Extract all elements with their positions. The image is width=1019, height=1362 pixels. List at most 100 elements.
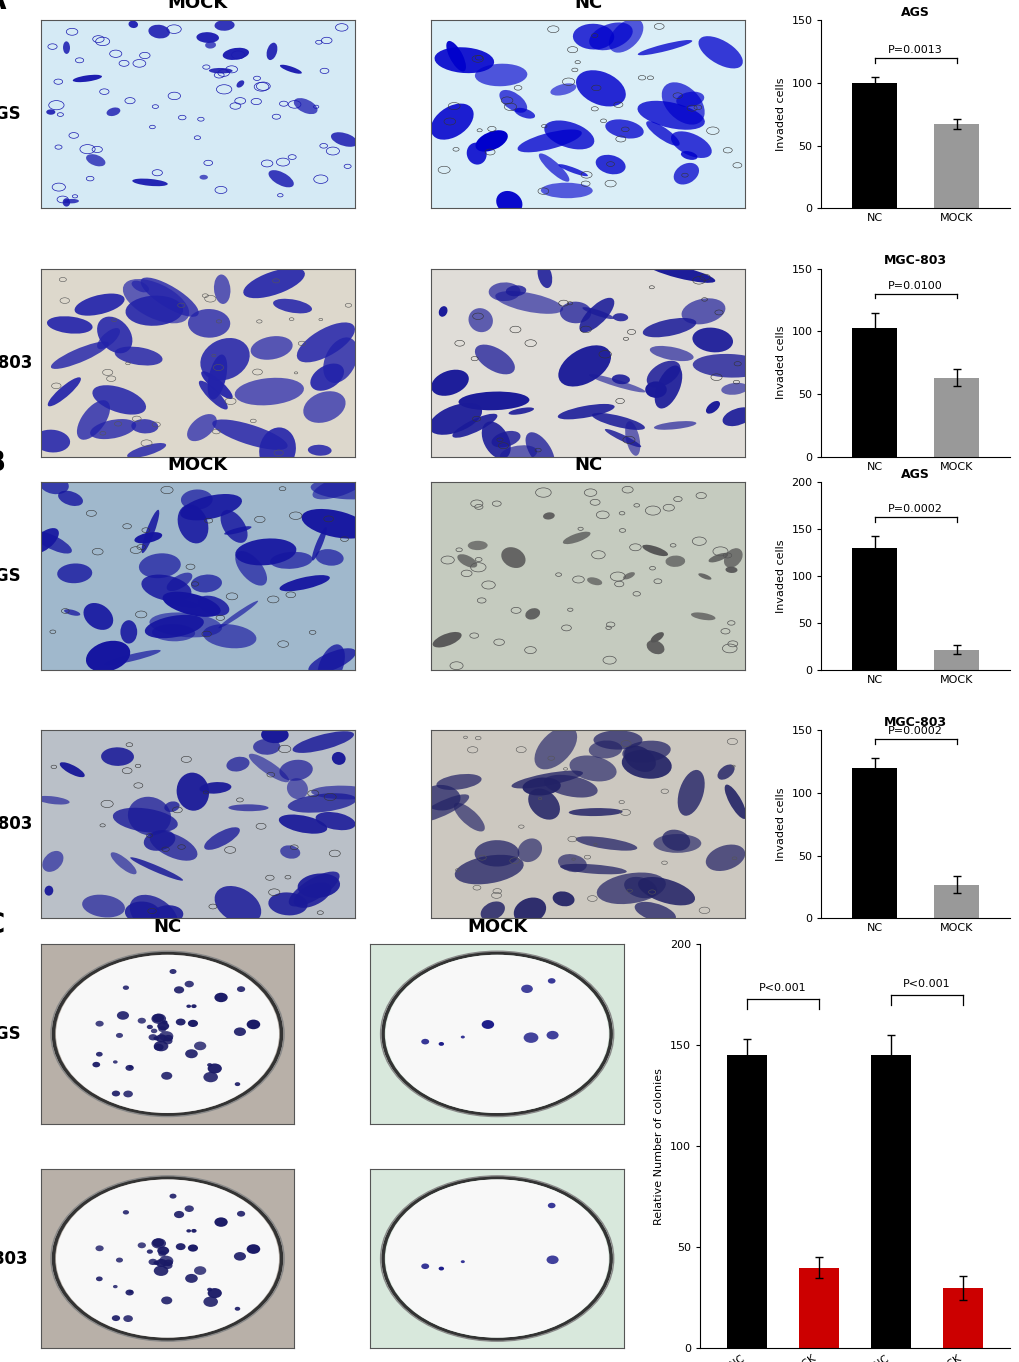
Circle shape	[96, 1245, 104, 1252]
Circle shape	[234, 1083, 240, 1086]
Ellipse shape	[596, 873, 665, 904]
Ellipse shape	[86, 154, 105, 166]
Circle shape	[547, 1203, 555, 1208]
Ellipse shape	[514, 108, 535, 118]
Bar	[933, 124, 978, 208]
Text: MOCK: MOCK	[467, 918, 527, 936]
Y-axis label: Relative Number of colonies: Relative Number of colonies	[654, 1068, 663, 1224]
Ellipse shape	[495, 191, 522, 215]
Ellipse shape	[280, 846, 300, 858]
Ellipse shape	[83, 895, 125, 918]
Circle shape	[93, 1062, 100, 1068]
Ellipse shape	[220, 509, 248, 543]
Circle shape	[208, 1288, 222, 1298]
Ellipse shape	[139, 553, 180, 579]
Ellipse shape	[508, 407, 534, 415]
Circle shape	[164, 1035, 173, 1042]
Text: MOCK: MOCK	[167, 456, 227, 474]
Ellipse shape	[331, 752, 345, 765]
Circle shape	[546, 1256, 558, 1264]
Ellipse shape	[191, 575, 222, 592]
Ellipse shape	[705, 844, 745, 872]
Circle shape	[438, 1042, 443, 1046]
Circle shape	[159, 1031, 173, 1041]
Ellipse shape	[661, 82, 704, 124]
Circle shape	[157, 1022, 169, 1030]
Circle shape	[158, 1250, 166, 1257]
Text: P<0.001: P<0.001	[902, 978, 950, 989]
Circle shape	[156, 1034, 167, 1042]
Ellipse shape	[40, 475, 68, 494]
Ellipse shape	[236, 80, 244, 87]
Ellipse shape	[534, 726, 577, 770]
Ellipse shape	[288, 872, 339, 907]
Ellipse shape	[214, 20, 234, 31]
Circle shape	[184, 981, 194, 987]
Ellipse shape	[64, 199, 78, 203]
Ellipse shape	[42, 851, 63, 872]
Circle shape	[157, 1246, 169, 1254]
Ellipse shape	[323, 338, 358, 383]
Ellipse shape	[488, 282, 520, 301]
Ellipse shape	[698, 573, 711, 580]
Circle shape	[421, 1039, 429, 1045]
Circle shape	[153, 1036, 159, 1041]
Ellipse shape	[637, 877, 694, 906]
Ellipse shape	[522, 778, 560, 795]
Y-axis label: AGS: AGS	[0, 1024, 21, 1043]
Circle shape	[154, 1041, 168, 1051]
Circle shape	[123, 1091, 132, 1098]
Ellipse shape	[569, 808, 622, 816]
Ellipse shape	[261, 726, 288, 744]
Ellipse shape	[128, 20, 138, 29]
Ellipse shape	[279, 760, 313, 780]
Ellipse shape	[120, 620, 138, 644]
Text: A: A	[0, 0, 6, 15]
Ellipse shape	[557, 165, 587, 176]
Ellipse shape	[716, 764, 734, 779]
Ellipse shape	[557, 854, 586, 872]
Ellipse shape	[525, 609, 540, 620]
Ellipse shape	[200, 782, 231, 794]
Ellipse shape	[33, 531, 71, 553]
Ellipse shape	[645, 381, 666, 398]
Ellipse shape	[671, 131, 711, 158]
Circle shape	[203, 1297, 218, 1308]
Bar	[933, 885, 978, 918]
Ellipse shape	[34, 429, 70, 452]
Ellipse shape	[725, 567, 737, 573]
Circle shape	[174, 1211, 184, 1218]
Ellipse shape	[180, 489, 213, 509]
Circle shape	[234, 1306, 240, 1310]
Ellipse shape	[37, 795, 69, 805]
Ellipse shape	[253, 738, 280, 755]
Ellipse shape	[604, 120, 643, 139]
Circle shape	[194, 1267, 206, 1275]
Circle shape	[184, 1205, 194, 1212]
Circle shape	[138, 1242, 146, 1248]
Y-axis label: AGS: AGS	[0, 105, 21, 124]
Ellipse shape	[569, 756, 616, 782]
Ellipse shape	[646, 263, 714, 283]
Ellipse shape	[495, 291, 562, 313]
Y-axis label: Invaded cells: Invaded cells	[775, 787, 785, 861]
Ellipse shape	[222, 48, 249, 60]
Ellipse shape	[164, 801, 179, 812]
Circle shape	[56, 955, 279, 1113]
Ellipse shape	[47, 316, 93, 334]
Ellipse shape	[474, 840, 519, 866]
Ellipse shape	[199, 381, 227, 410]
Ellipse shape	[149, 613, 222, 637]
Ellipse shape	[481, 421, 511, 459]
Ellipse shape	[76, 400, 110, 440]
Ellipse shape	[623, 572, 634, 579]
Circle shape	[125, 1290, 133, 1295]
Ellipse shape	[311, 786, 376, 799]
Ellipse shape	[622, 741, 671, 763]
Ellipse shape	[673, 163, 698, 184]
Circle shape	[112, 1316, 120, 1321]
Ellipse shape	[457, 554, 477, 568]
Circle shape	[233, 1252, 246, 1261]
Ellipse shape	[150, 831, 198, 861]
Circle shape	[163, 1263, 172, 1269]
